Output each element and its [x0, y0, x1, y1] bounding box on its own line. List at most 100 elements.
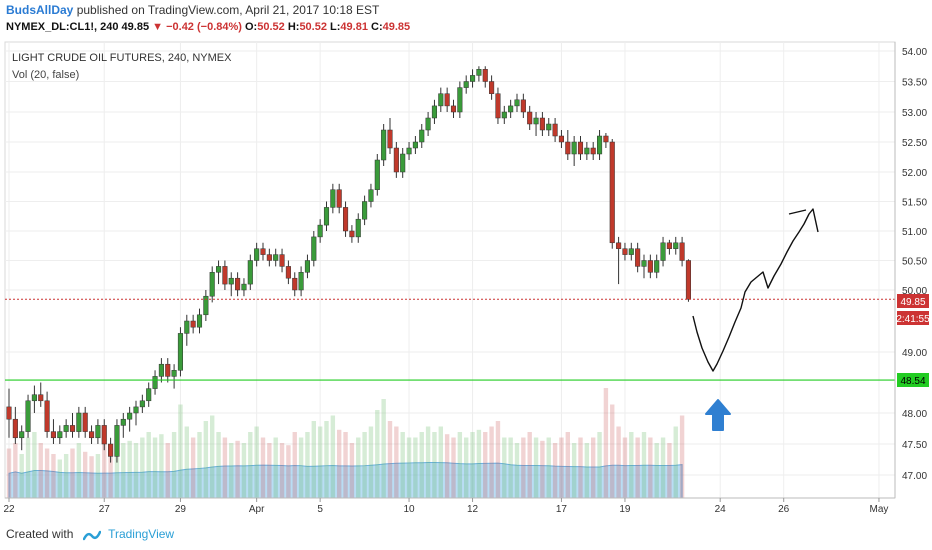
volume-bar	[679, 415, 685, 498]
volume-bar	[203, 421, 209, 498]
candle-body	[355, 218, 361, 238]
countdown-tag	[897, 311, 929, 325]
volume-bar	[108, 448, 113, 498]
last-price-tag	[897, 294, 929, 308]
y-tick-label: 52.50	[902, 138, 927, 149]
volume-bar	[38, 443, 43, 498]
candle-body	[254, 248, 260, 261]
symbol-line: NYMEX_DL:CL1!, 240 49.85 ▼ −0.42 (−0.84%…	[6, 21, 410, 33]
candle-body	[108, 443, 114, 457]
up-arrow-shape	[705, 399, 731, 431]
candle-body	[76, 412, 82, 432]
volume-bar	[375, 410, 380, 498]
volume-bar	[165, 443, 170, 498]
candle-body	[577, 141, 584, 155]
volume-bar	[235, 440, 240, 498]
volume-bar	[140, 437, 145, 498]
volume-bar	[184, 426, 189, 498]
volume-bar	[521, 437, 526, 498]
volume-bar	[190, 437, 196, 498]
volume-bar	[527, 432, 532, 498]
volume-bar	[216, 432, 221, 498]
time-axis[interactable]: 22 27 29 Apr 5 10 12 17 19 24 26 May	[3, 498, 888, 515]
candle-body	[260, 248, 266, 255]
candle-body	[63, 425, 69, 432]
candle-body	[95, 425, 101, 439]
candle-body	[171, 370, 177, 377]
candle-body	[450, 105, 457, 113]
author-link[interactable]: BudsAllDay	[6, 3, 74, 17]
volume-bar	[559, 437, 564, 498]
hand-drawing[interactable]	[692, 208, 819, 372]
y-tick-label: 51.50	[902, 198, 927, 209]
volume-bar	[19, 454, 24, 498]
low-value: 49.81	[340, 21, 368, 33]
volume-bar	[95, 454, 101, 498]
volume-ma-area	[8, 461, 683, 499]
candle-body	[381, 129, 387, 161]
candle-body	[647, 260, 653, 273]
candle-body	[336, 189, 342, 208]
volume-bar	[57, 459, 62, 498]
candle-body	[374, 159, 380, 190]
candle-body	[419, 129, 425, 143]
price-axis[interactable]: 54.00 53.50 53.00 52.50 52.00 51.50 51.00 50.50…	[902, 47, 927, 482]
volume-bar	[591, 437, 596, 498]
volume-bar	[616, 426, 621, 498]
candle-body	[470, 75, 476, 82]
volume-bar	[171, 432, 177, 498]
candle-body	[203, 295, 209, 316]
tradingview-brand-link[interactable]: TradingView	[108, 527, 175, 541]
candle-body	[209, 272, 215, 297]
candle-body	[311, 236, 317, 261]
symbol[interactable]: NYMEX_DL:CL1!, 240	[6, 21, 119, 33]
volume-bar	[317, 426, 323, 498]
volume-bar	[552, 443, 558, 498]
x-tick-label: 22	[3, 504, 15, 515]
plot-area	[4, 41, 896, 499]
candles	[6, 66, 692, 463]
volume-bar	[63, 454, 69, 498]
candle-body	[520, 99, 526, 113]
candle-body	[139, 400, 145, 408]
last-value: 49.85	[121, 21, 150, 33]
volume-bar	[298, 437, 304, 498]
x-tick-label: 12	[467, 504, 479, 515]
candle-body	[69, 425, 76, 432]
volume-bar	[578, 437, 583, 498]
volume-bar	[673, 426, 678, 498]
candle-body	[101, 425, 107, 445]
volume-bar	[102, 443, 107, 498]
down-arrow-icon: ▼	[152, 21, 164, 33]
volume-bar	[584, 443, 590, 498]
candle-body	[241, 283, 247, 291]
candle-body	[222, 266, 228, 285]
candle-body	[165, 363, 171, 377]
up-arrow-icon[interactable]	[705, 399, 731, 431]
candle-body	[501, 111, 507, 119]
volume-bar	[406, 437, 412, 498]
x-tick-label: 17	[556, 504, 568, 515]
volume-bar	[540, 440, 545, 498]
volume-bar	[641, 432, 647, 498]
volume-bar	[83, 451, 88, 498]
created-with-text: Created with	[6, 527, 74, 541]
candle-body	[393, 147, 399, 173]
candle-body	[641, 260, 647, 267]
volume-bar	[444, 434, 450, 498]
candle-body	[292, 277, 298, 291]
candle-body	[190, 320, 196, 328]
candle-body	[323, 207, 330, 226]
volume-bar	[121, 443, 126, 498]
candle-body	[539, 117, 545, 131]
volume-bar	[629, 432, 634, 498]
candle-body	[425, 117, 431, 131]
volume-bar	[476, 429, 482, 498]
candle-body	[546, 123, 552, 131]
x-tick-label: 29	[175, 504, 187, 515]
volume-bar	[565, 432, 570, 498]
y-tick-label: 47.00	[902, 471, 927, 482]
y-tick-label: 49.00	[902, 348, 927, 359]
candle-body	[444, 93, 450, 107]
